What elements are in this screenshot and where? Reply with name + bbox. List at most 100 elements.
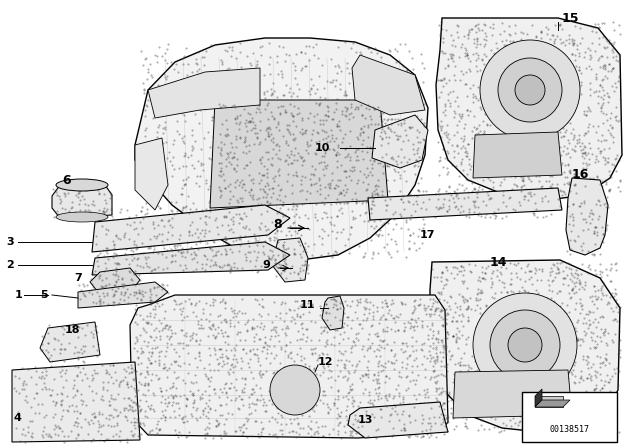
Point [548, 128, 559, 135]
Point [363, 371, 373, 378]
Point [242, 127, 252, 134]
Point [139, 86, 149, 94]
Point [269, 177, 279, 185]
Point [226, 194, 236, 201]
Text: 18: 18 [65, 325, 81, 335]
Point [285, 338, 295, 345]
Point [368, 191, 378, 198]
Point [540, 147, 550, 155]
Point [396, 426, 406, 434]
Point [574, 66, 584, 73]
Point [211, 417, 221, 424]
Point [275, 426, 285, 433]
Point [343, 152, 353, 159]
Point [515, 86, 525, 93]
Point [344, 230, 355, 237]
Point [388, 405, 398, 413]
Point [157, 145, 167, 152]
Point [143, 176, 154, 183]
Point [106, 395, 116, 402]
Point [593, 87, 604, 94]
Point [568, 41, 579, 48]
Point [396, 195, 406, 202]
Point [562, 402, 572, 409]
Point [504, 369, 515, 376]
Point [305, 189, 315, 196]
Point [586, 376, 596, 383]
Point [432, 353, 442, 360]
Point [281, 186, 291, 193]
Point [551, 269, 561, 276]
Point [604, 61, 614, 68]
Point [536, 34, 546, 42]
Point [234, 220, 244, 227]
Point [297, 302, 307, 310]
Point [545, 36, 556, 43]
Point [191, 67, 202, 74]
Point [591, 155, 601, 163]
Point [434, 384, 444, 391]
Point [300, 248, 310, 255]
Point [436, 290, 446, 297]
Point [419, 365, 429, 372]
Point [268, 187, 278, 194]
Point [252, 242, 262, 249]
Point [132, 255, 142, 262]
Point [351, 156, 361, 164]
Point [225, 268, 236, 275]
Point [43, 432, 53, 439]
Point [221, 360, 232, 367]
Point [505, 194, 515, 201]
Point [353, 145, 363, 152]
Point [363, 171, 373, 178]
Point [340, 167, 351, 174]
Point [186, 127, 196, 134]
Point [157, 327, 167, 334]
Point [590, 293, 600, 300]
Point [278, 393, 288, 401]
Point [364, 170, 374, 177]
Point [189, 252, 199, 259]
Point [384, 391, 394, 398]
Point [421, 310, 431, 318]
Point [354, 320, 364, 327]
Point [423, 411, 433, 418]
Point [286, 143, 296, 150]
Point [541, 150, 551, 157]
Point [350, 190, 360, 197]
Point [138, 315, 148, 323]
Point [273, 154, 284, 161]
Point [256, 142, 266, 149]
Point [251, 162, 261, 169]
Point [465, 407, 476, 414]
Point [184, 428, 195, 435]
Point [166, 326, 177, 333]
Point [566, 110, 576, 117]
Point [600, 354, 610, 362]
Point [310, 370, 321, 377]
Point [336, 357, 346, 364]
Point [568, 171, 579, 178]
Point [611, 112, 621, 120]
Point [563, 136, 573, 143]
Point [520, 268, 530, 276]
Point [218, 214, 228, 221]
Point [135, 311, 145, 318]
Point [367, 103, 378, 110]
Point [106, 194, 116, 201]
Point [216, 89, 226, 96]
Point [565, 187, 575, 194]
Point [74, 323, 84, 330]
Point [492, 272, 502, 279]
Point [483, 150, 493, 157]
Point [463, 317, 473, 324]
Point [98, 212, 108, 219]
Point [155, 137, 165, 144]
Point [318, 102, 328, 109]
Point [262, 141, 273, 148]
Point [509, 114, 520, 121]
Point [486, 87, 496, 95]
Point [463, 402, 473, 409]
Point [561, 345, 571, 353]
Point [177, 207, 187, 214]
